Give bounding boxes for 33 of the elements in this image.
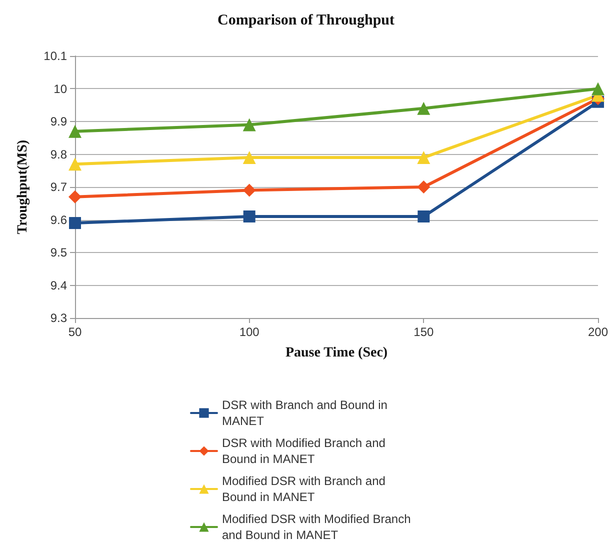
legend-label: Modified DSR with Branch and Bound in MANET <box>222 474 389 504</box>
y-axis-title: Troughput(MS) <box>16 139 30 234</box>
y-tick-label: 9.8 <box>50 147 68 162</box>
y-tick-label: 9.9 <box>50 114 68 128</box>
x-tick-label: 100 <box>239 325 260 339</box>
x-tick-label: 50 <box>68 325 82 339</box>
point <box>417 102 430 115</box>
point <box>68 190 82 204</box>
point <box>592 82 604 96</box>
y-tick-label: 9.6 <box>50 212 68 227</box>
point <box>417 180 430 194</box>
y-tick-label: 9.5 <box>50 246 68 260</box>
point <box>418 210 430 222</box>
legend-label: Modified DSR with Modified Branch and Bound in MANET <box>222 512 414 542</box>
y-tick-label: 9.3 <box>50 311 68 325</box>
x-tick-label: 200 <box>588 325 608 339</box>
y-tick-label: 9.4 <box>50 278 68 292</box>
point <box>243 210 256 222</box>
x-tick-label: 150 <box>414 325 434 339</box>
x-axis-title: Pause Time (Sec) <box>285 346 388 360</box>
point <box>242 118 256 132</box>
point <box>242 184 256 197</box>
point <box>417 151 430 164</box>
chart-title: Comparison of Throughput <box>218 12 394 28</box>
y-tick-label: 10.1 <box>44 49 68 63</box>
y-tick-label: 10 <box>54 82 68 96</box>
point <box>242 151 256 164</box>
legend-label: DSR with Branch and Bound in MANET <box>222 398 391 428</box>
legend-label: DSR with Modified Branch and Bound in MANET <box>222 436 389 466</box>
y-tick-label: 9.7 <box>50 180 68 194</box>
point <box>68 124 82 138</box>
point <box>69 217 81 230</box>
point <box>68 158 82 171</box>
